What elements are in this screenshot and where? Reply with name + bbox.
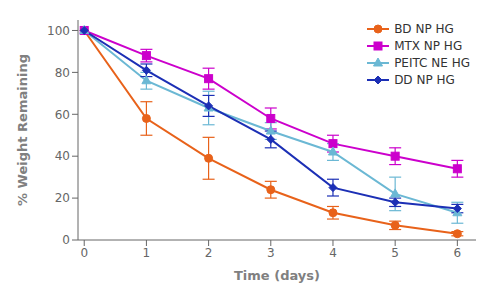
svg-text:100: 100 xyxy=(47,24,70,38)
svg-text:3: 3 xyxy=(267,246,275,260)
html-text:DD NP HG: DD NP HG xyxy=(394,73,455,87)
svg-text:2: 2 xyxy=(205,246,213,260)
html-text:BD NP HG: BD NP HG xyxy=(394,22,454,36)
svg-text:Time (days): Time (days) xyxy=(234,268,320,283)
svg-text:60: 60 xyxy=(55,108,70,122)
svg-text:6: 6 xyxy=(454,246,462,260)
html-text:PEITC NE HG: PEITC NE HG xyxy=(394,56,470,70)
svg-text:40: 40 xyxy=(55,149,70,163)
svg-text:4: 4 xyxy=(329,246,337,260)
html-text:MTX NP HG: MTX NP HG xyxy=(394,39,463,53)
svg-text:0: 0 xyxy=(80,246,88,260)
svg-text:80: 80 xyxy=(55,66,70,80)
svg-text:20: 20 xyxy=(55,191,70,205)
svg-text:0: 0 xyxy=(62,233,70,247)
svg-text:1: 1 xyxy=(143,246,151,260)
svg-text:5: 5 xyxy=(391,246,399,260)
svg-text:% Weight Remaining: % Weight Remaining xyxy=(15,54,30,206)
